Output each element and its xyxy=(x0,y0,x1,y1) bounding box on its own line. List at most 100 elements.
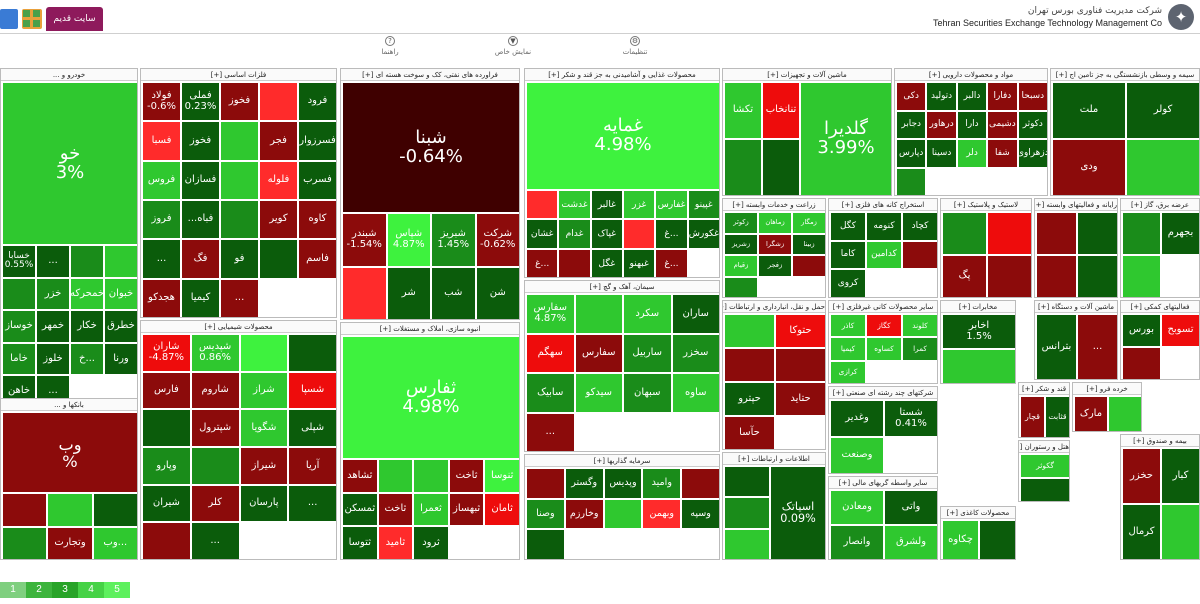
stock-tile[interactable] xyxy=(1122,255,1161,297)
sector-title[interactable]: لاستیک و پلاستیک [+] xyxy=(941,199,1031,211)
stock-tile[interactable]: چکاوه xyxy=(942,520,979,559)
stock-tile[interactable] xyxy=(1020,478,1069,501)
stock-tile[interactable]: خسابا 0.55% xyxy=(2,245,36,278)
stock-tile[interactable]: دفارا xyxy=(987,82,1018,111)
stock-tile[interactable] xyxy=(681,468,719,499)
stock-tile[interactable]: دپارس xyxy=(896,139,927,168)
sector-block[interactable]: سیمه و وسطی بازنشستگی به جز تامین اج [+]… xyxy=(1050,68,1200,196)
stock-tile[interactable]: بترانس xyxy=(1036,314,1077,379)
stock-tile[interactable]: واتی xyxy=(884,490,937,525)
stock-tile[interactable]: فخوز xyxy=(220,82,259,122)
stock-tile[interactable]: ... xyxy=(142,239,181,279)
stock-tile[interactable]: فو xyxy=(220,239,259,279)
stock-tile[interactable]: هجدکو xyxy=(142,278,181,317)
sector-block[interactable]: بیمه و صندوق [+] حخزر کبار کرمال xyxy=(1120,434,1200,560)
stock-tile[interactable]: کبار xyxy=(1161,448,1199,504)
stock-tile[interactable]: ثاخت xyxy=(448,459,485,493)
sector-block[interactable]: سرمایه گذاریها [+] وگستر وپدیس وامید وصنا وخا… xyxy=(524,454,720,560)
stock-tile[interactable] xyxy=(1126,139,1199,195)
stock-tile[interactable]: خ... xyxy=(70,342,104,376)
stock-tile[interactable]: وانصار xyxy=(830,525,884,559)
stock-tile[interactable]: ولشرق xyxy=(884,525,937,559)
stock-tile[interactable] xyxy=(1077,212,1117,255)
stock-tile[interactable]: دالبر xyxy=(956,82,988,111)
stock-tile[interactable]: بورس xyxy=(1122,314,1161,347)
sector-block[interactable]: هتل و رستوران [+] گکوثر xyxy=(1018,440,1070,502)
stock-tile[interactable]: سبهان xyxy=(623,373,672,413)
stock-tile[interactable]: شاروم xyxy=(190,371,240,410)
stock-tile[interactable]: خاما xyxy=(2,342,36,376)
stock-tile[interactable]: سهگم xyxy=(526,333,575,373)
sector-title[interactable]: انبوه سازی، املاک و مستغلات [+] xyxy=(341,323,519,335)
stock-tile[interactable]: کیمیا xyxy=(181,278,220,317)
sector-block[interactable]: مخابرات [+] اخابر 1.5% xyxy=(940,300,1016,384)
stock-tile[interactable] xyxy=(558,248,591,277)
stock-tile[interactable] xyxy=(288,334,336,372)
sector-block[interactable]: محصولات غذایی و آشامیدنی به جز قند و شکر… xyxy=(524,68,720,278)
stock-tile[interactable] xyxy=(220,121,259,161)
stock-tile[interactable]: ثامان xyxy=(484,492,519,527)
sector-title[interactable]: خرده فرو [+] xyxy=(1073,383,1141,395)
stock-tile[interactable]: ثرود xyxy=(413,526,449,559)
stock-tile[interactable]: غدشت xyxy=(558,190,591,220)
stock-tile[interactable]: شبریز 1.45% xyxy=(431,213,476,267)
stock-tile[interactable]: فروس xyxy=(142,160,181,200)
stock-tile[interactable] xyxy=(762,139,800,195)
stock-tile[interactable]: بجهرم xyxy=(1161,212,1199,255)
stock-tile[interactable] xyxy=(1122,347,1161,379)
stock-tile[interactable]: شاران -4.87% xyxy=(142,334,191,372)
stock-tile[interactable]: تنانخاب xyxy=(762,82,800,139)
stock-tile[interactable]: ثامید xyxy=(377,526,414,559)
sector-title[interactable]: عرضه برق، گاز [+] xyxy=(1121,199,1199,211)
stock-tile[interactable]: پارسان xyxy=(239,484,289,523)
stock-tile[interactable]: زشریز xyxy=(724,233,758,255)
sector-title[interactable]: هتل و رستوران [+] xyxy=(1019,441,1069,453)
stock-tile[interactable] xyxy=(724,497,770,529)
sector-title[interactable]: محصولات غذایی و آشامیدنی به جز قند و شکر… xyxy=(525,69,719,81)
stock-tile[interactable]: فگ xyxy=(181,239,220,279)
stock-tile[interactable]: فسبا xyxy=(142,121,181,161)
stock-tile[interactable]: شبنا -0.64% xyxy=(342,82,519,213)
stock-tile[interactable] xyxy=(724,348,775,382)
stock-tile[interactable]: سابیک xyxy=(526,373,575,413)
sector-title[interactable]: سیمه و وسطی بازنشستگی به جز تامین اج [+] xyxy=(1051,69,1199,81)
stock-tile[interactable] xyxy=(526,529,565,559)
sector-title[interactable]: محصولات شیمیایی [+] xyxy=(141,321,336,333)
stock-tile[interactable]: دلر xyxy=(956,139,988,168)
stock-tile[interactable]: کاذر xyxy=(830,314,866,338)
stock-tile[interactable] xyxy=(259,239,298,279)
stock-tile[interactable]: فرود xyxy=(298,82,336,122)
stock-tile[interactable]: شیران xyxy=(142,484,191,523)
stock-tile[interactable]: ومعادن xyxy=(830,490,884,525)
stock-tile[interactable]: غ... xyxy=(655,219,688,249)
sector-block[interactable]: شرکتهای چند رشته ای صنعتی [+] وغدیر شستا 0.… xyxy=(828,386,938,474)
stock-tile[interactable] xyxy=(1108,396,1141,431)
stock-tile[interactable]: وپدیس xyxy=(603,468,643,499)
stock-tile[interactable]: شپلی xyxy=(288,409,336,447)
stock-tile[interactable]: شگویا xyxy=(239,409,289,447)
map-view-tab[interactable] xyxy=(22,9,42,29)
sector-title[interactable]: محصولات کاغذی [+] xyxy=(941,507,1015,519)
sector-title[interactable]: ماشین آلات و تجهیزات [+] xyxy=(723,69,891,81)
stock-tile[interactable]: شستا 0.41% xyxy=(884,400,937,437)
stock-tile[interactable]: زبینا xyxy=(792,233,825,255)
stock-tile[interactable]: فارس xyxy=(142,371,191,410)
sector-block[interactable]: سایر محصولات کانی غیرفلزی [+] کاذر کگاز کلو… xyxy=(828,300,938,384)
stock-tile[interactable]: وتجارت xyxy=(47,526,93,559)
stock-tile[interactable]: وامید xyxy=(642,468,682,499)
stock-tile[interactable]: حتاید xyxy=(775,382,825,416)
stock-tile[interactable]: شرکت -0.62% xyxy=(475,213,519,267)
stock-tile[interactable]: سخزر xyxy=(671,333,719,373)
sector-title[interactable]: ماشین آلات و دستگاه [+] xyxy=(1035,301,1117,313)
sector-block[interactable]: استخراج کانه های فلزی [+] کگل کنومه کچاد کام… xyxy=(828,198,938,298)
stock-tile[interactable]: شیراز xyxy=(239,447,289,485)
sector-block[interactable]: بانکها و ... وب% وتجارت وب... xyxy=(0,398,138,560)
stock-tile[interactable]: شب xyxy=(431,266,476,319)
stock-tile[interactable]: فخوز xyxy=(181,121,220,161)
stock-tile[interactable]: دسبحا xyxy=(1017,82,1047,111)
stock-tile[interactable]: ساران xyxy=(671,294,719,334)
stock-tile[interactable] xyxy=(987,212,1031,255)
stock-tile[interactable]: خوساز xyxy=(2,310,36,343)
stock-tile[interactable]: کنومه xyxy=(866,212,902,241)
stock-tile[interactable] xyxy=(724,139,762,195)
